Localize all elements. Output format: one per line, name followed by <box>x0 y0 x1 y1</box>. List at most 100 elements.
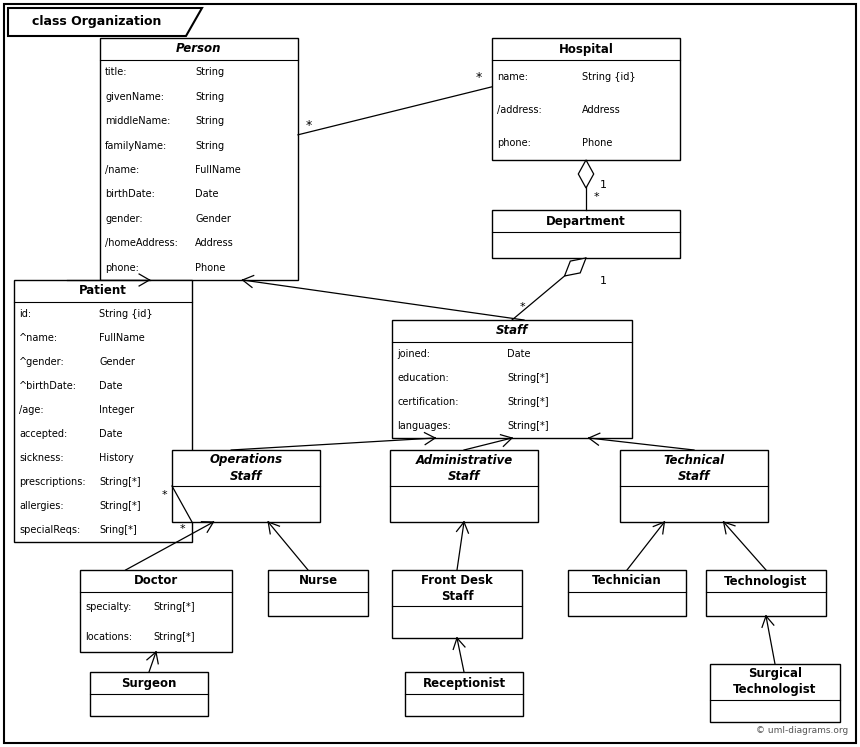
Text: String {id}: String {id} <box>100 309 153 319</box>
Text: Date: Date <box>100 429 123 439</box>
Text: id:: id: <box>19 309 31 319</box>
Text: Phone: Phone <box>582 138 612 149</box>
Text: specialty:: specialty: <box>85 602 132 612</box>
Text: Phone: Phone <box>195 263 225 273</box>
Text: phone:: phone: <box>497 138 531 149</box>
Text: Address: Address <box>195 238 234 248</box>
Text: Surgical
Technologist: Surgical Technologist <box>734 668 817 696</box>
Text: ^gender:: ^gender: <box>19 357 64 367</box>
Bar <box>392 570 522 638</box>
Bar <box>492 38 680 160</box>
Text: Address: Address <box>582 105 621 115</box>
Text: name:: name: <box>497 72 528 81</box>
Text: Technician: Technician <box>593 574 662 587</box>
Text: education:: education: <box>397 373 449 383</box>
Text: /age:: /age: <box>19 405 44 415</box>
Text: languages:: languages: <box>397 421 451 431</box>
Bar <box>80 570 232 652</box>
Text: Receptionist: Receptionist <box>422 677 506 689</box>
Text: familyName:: familyName: <box>105 140 167 151</box>
Bar <box>268 570 368 616</box>
Bar <box>710 664 840 722</box>
Text: Gender: Gender <box>195 214 231 224</box>
Text: /name:: /name: <box>105 165 139 175</box>
Text: *: * <box>476 71 482 84</box>
Text: title:: title: <box>105 67 127 77</box>
Text: Date: Date <box>507 349 531 359</box>
Text: phone:: phone: <box>105 263 138 273</box>
Text: *: * <box>594 192 599 202</box>
Text: allergies:: allergies: <box>19 501 64 511</box>
Text: Sring[*]: Sring[*] <box>100 525 138 535</box>
Bar <box>90 672 208 716</box>
Text: *: * <box>520 302 525 312</box>
Text: specialReqs:: specialReqs: <box>19 525 80 535</box>
Text: String[*]: String[*] <box>507 373 549 383</box>
Text: birthDate:: birthDate: <box>105 190 155 199</box>
Text: 1: 1 <box>600 180 607 190</box>
Text: String: String <box>195 92 224 102</box>
Text: String {id}: String {id} <box>582 72 636 81</box>
Text: Patient: Patient <box>79 285 127 297</box>
Text: String[*]: String[*] <box>507 421 549 431</box>
Bar <box>14 280 192 542</box>
Text: *: * <box>162 490 168 500</box>
Text: Front Desk
Staff: Front Desk Staff <box>421 574 493 603</box>
Text: History: History <box>100 453 134 463</box>
Text: Nurse: Nurse <box>298 574 338 587</box>
Text: Person: Person <box>176 43 222 55</box>
Bar <box>405 672 523 716</box>
Text: String: String <box>195 116 224 126</box>
Text: String[*]: String[*] <box>153 602 194 612</box>
Text: givenName:: givenName: <box>105 92 164 102</box>
Text: Administrative
Staff: Administrative Staff <box>415 453 513 483</box>
Bar <box>620 450 768 522</box>
Text: Integer: Integer <box>100 405 134 415</box>
Text: certification:: certification: <box>397 397 458 407</box>
Bar <box>390 450 538 522</box>
Text: middleName:: middleName: <box>105 116 170 126</box>
Text: prescriptions:: prescriptions: <box>19 477 86 487</box>
Bar <box>100 38 298 280</box>
Text: Operations
Staff: Operations Staff <box>210 453 283 483</box>
Text: String: String <box>195 67 224 77</box>
Text: joined:: joined: <box>397 349 430 359</box>
Bar <box>706 570 826 616</box>
Text: Technologist: Technologist <box>724 574 808 587</box>
Text: class Organization: class Organization <box>33 16 162 28</box>
Text: locations:: locations: <box>85 632 132 642</box>
Bar <box>392 320 632 438</box>
Text: *: * <box>180 524 186 534</box>
Text: 1: 1 <box>600 276 607 286</box>
Text: ^birthDate:: ^birthDate: <box>19 381 77 391</box>
Bar <box>568 570 686 616</box>
Text: gender:: gender: <box>105 214 143 224</box>
Polygon shape <box>8 8 202 36</box>
Text: Doctor: Doctor <box>134 574 178 587</box>
Text: String[*]: String[*] <box>507 397 549 407</box>
Text: /homeAddress:: /homeAddress: <box>105 238 178 248</box>
Text: *: * <box>306 119 312 131</box>
Text: String[*]: String[*] <box>153 632 194 642</box>
Text: Surgeon: Surgeon <box>121 677 176 689</box>
Text: FullName: FullName <box>195 165 241 175</box>
Polygon shape <box>578 160 593 188</box>
Text: String: String <box>195 140 224 151</box>
Text: © uml-diagrams.org: © uml-diagrams.org <box>756 726 848 735</box>
Bar <box>172 450 320 522</box>
Text: ^name:: ^name: <box>19 333 58 343</box>
Text: /address:: /address: <box>497 105 542 115</box>
Text: Gender: Gender <box>100 357 135 367</box>
Text: String[*]: String[*] <box>100 501 141 511</box>
Text: Department: Department <box>546 214 626 228</box>
Text: sickness:: sickness: <box>19 453 64 463</box>
Text: Date: Date <box>100 381 123 391</box>
Text: Technical
Staff: Technical Staff <box>663 453 725 483</box>
Text: Staff: Staff <box>496 324 528 338</box>
Text: FullName: FullName <box>100 333 145 343</box>
Polygon shape <box>564 258 586 276</box>
Text: accepted:: accepted: <box>19 429 67 439</box>
Bar <box>492 210 680 258</box>
Text: String[*]: String[*] <box>100 477 141 487</box>
Text: Date: Date <box>195 190 218 199</box>
